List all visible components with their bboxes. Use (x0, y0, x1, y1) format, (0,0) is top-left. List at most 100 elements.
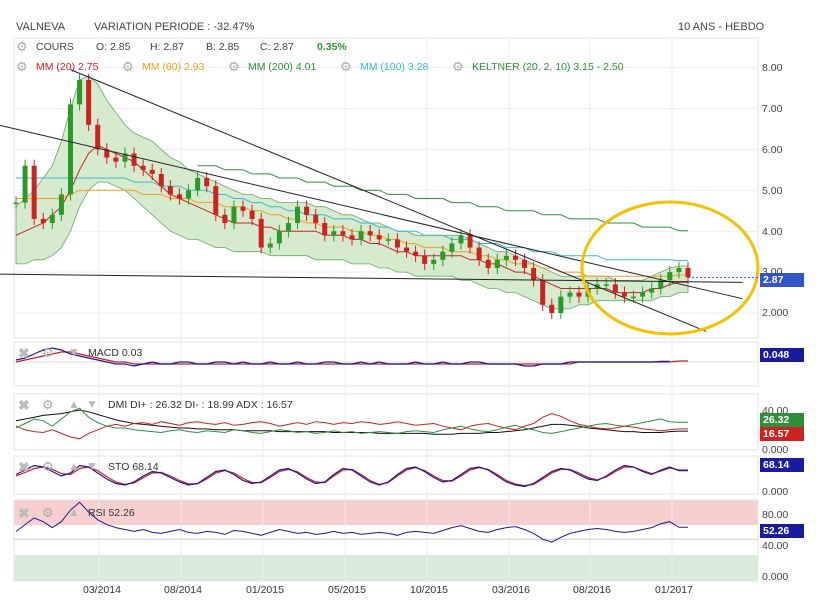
candle-body-7 (77, 79, 83, 105)
candle-body-72 (667, 272, 673, 281)
keltner-band (15, 75, 689, 310)
mm60-legend: MM (60) 2.93 (142, 61, 205, 73)
candle-body-58 (540, 280, 546, 305)
mm100-line (16, 177, 688, 262)
candle-body-19 (186, 190, 192, 199)
candle-body-69 (640, 292, 646, 297)
mm200-legend: MM (200) 4.01 (248, 61, 317, 73)
x-tick-6: 08/2016 (573, 584, 611, 596)
price-tick-5: 5.00 (762, 185, 783, 197)
keltner-legend: KELTNER (20, 2, 10) 3.15 - 2.50 (472, 61, 624, 73)
sto-move-up-icon[interactable]: ▲ (68, 459, 80, 473)
candle-body-35 (331, 231, 337, 236)
macd-close-icon[interactable]: ✖ (18, 345, 30, 361)
mm100-legend: MM (100) 3.28 (360, 61, 429, 73)
macd-badge: 0.048 (760, 348, 804, 362)
open-value: O: 2.85 (96, 41, 131, 53)
candle-body-17 (167, 186, 173, 195)
price-tick-4: 4.00 (762, 226, 783, 238)
high-value: H: 2.87 (150, 41, 184, 53)
candle-body-68 (631, 296, 637, 299)
candle-body-1 (22, 165, 28, 203)
candle-body-12 (122, 153, 128, 162)
dmi-minus-line (15, 413, 688, 440)
candle-body-5 (58, 194, 64, 215)
settings-gear-icon[interactable]: ⚙ (16, 39, 28, 54)
candle-body-46 (431, 259, 437, 264)
candle-body-14 (140, 165, 146, 170)
x-tick-5: 03/2016 (492, 584, 530, 596)
candle-body-21 (204, 178, 210, 187)
candle-body-74 (685, 268, 691, 278)
rsi-axis-0: 0.000 (762, 571, 789, 583)
dmi-settings-icon[interactable]: ⚙ (42, 397, 54, 412)
candle-body-10 (104, 149, 110, 158)
candle-body-70 (649, 288, 655, 293)
dmi-close-icon[interactable]: ✖ (18, 397, 30, 413)
candle-body-43 (403, 247, 409, 252)
candle-body-20 (195, 178, 201, 191)
period-label[interactable]: 10 ANS - HEBDO (678, 21, 765, 33)
keltner-settings-icon[interactable]: ⚙ (452, 59, 464, 74)
rsi-overbought-zone (14, 500, 758, 525)
candle-body-31 (295, 206, 301, 224)
candle-body-49 (458, 235, 464, 244)
candle-body-71 (658, 280, 664, 289)
dmi-move-down-icon[interactable]: ▼ (86, 397, 98, 411)
candle-body-27 (258, 218, 264, 248)
rsi-close-icon[interactable]: ✖ (18, 505, 30, 521)
candle-body-41 (385, 239, 391, 241)
candle-body-59 (549, 304, 555, 313)
bid-value: B: 2.85 (206, 41, 240, 53)
candle-body-24 (231, 206, 237, 224)
candle-body-53 (494, 259, 500, 269)
candle-body-22 (213, 186, 219, 215)
rsi-settings-icon[interactable]: ⚙ (42, 505, 54, 520)
candle-body-9 (95, 124, 101, 150)
dmi-move-up-icon[interactable]: ▲ (68, 397, 80, 411)
sto-close-icon[interactable]: ✖ (18, 459, 30, 475)
candle-body-38 (358, 231, 364, 240)
price-tick-7: 7.00 (762, 103, 783, 115)
sto-axis-bottom: 0.000 (762, 486, 789, 498)
trendline-0 (70, 69, 707, 332)
x-tick-7: 01/2017 (655, 584, 693, 596)
candle-body-16 (158, 173, 164, 187)
candle-body-2 (31, 165, 37, 219)
candle-body-28 (267, 243, 273, 248)
candle-body-47 (440, 251, 446, 260)
candle-body-13 (131, 153, 137, 166)
mm200-settings-icon[interactable]: ⚙ (228, 59, 240, 74)
candle-body-60 (558, 296, 564, 313)
rsi-panel-frame (13, 499, 759, 582)
rsi-label: RSI 52.26 (88, 507, 135, 519)
candle-body-18 (176, 194, 182, 199)
rsi-line (15, 501, 688, 543)
candle-body-61 (567, 292, 573, 297)
mm60-settings-icon[interactable]: ⚙ (122, 59, 134, 74)
candle-body-34 (322, 223, 328, 236)
candle-body-65 (603, 284, 609, 286)
macd-settings-icon[interactable]: ⚙ (42, 345, 54, 360)
sto-move-down-icon[interactable]: ▼ (86, 459, 98, 473)
variation-text: VARIATION PERIODE : -32.47% (94, 21, 255, 33)
mm100-settings-icon[interactable]: ⚙ (340, 59, 352, 74)
candle-body-15 (149, 169, 155, 174)
x-tick-3: 05/2015 (328, 584, 366, 596)
dmi-panel-frame (13, 393, 759, 451)
dmi-adx-badge: 16.57 (760, 427, 804, 441)
candle-body-37 (349, 235, 355, 240)
candle-body-39 (367, 231, 373, 236)
macd-move-icon[interactable]: ▼ (68, 345, 80, 359)
candle-body-4 (49, 214, 55, 224)
sto-settings-icon[interactable]: ⚙ (42, 459, 54, 474)
candle-body-54 (503, 255, 509, 260)
candle-body-55 (512, 255, 518, 260)
macd-label: MACD 0.03 (88, 347, 143, 359)
x-tick-2: 01/2015 (246, 584, 284, 596)
candle-body-40 (376, 235, 382, 240)
candle-body-30 (285, 223, 291, 232)
mm20-settings-icon[interactable]: ⚙ (16, 59, 28, 74)
rsi-move-up-icon[interactable]: ▲ (68, 505, 80, 519)
